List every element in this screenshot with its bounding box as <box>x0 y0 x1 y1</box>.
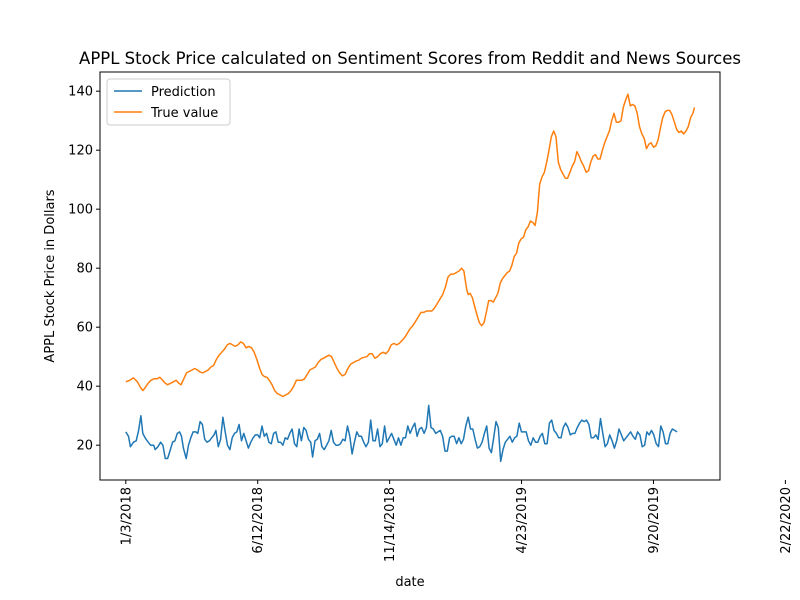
x-axis: 1/3/2018 6/12/2018 11/14/2018 4/23/2019 9/20… <box>119 480 794 562</box>
y-tick-label: 20 <box>76 439 93 454</box>
y-tick-label: 140 <box>68 85 93 100</box>
y-tick-label: 60 <box>76 321 93 336</box>
series-line-prediction <box>125 404 678 463</box>
plot-frame <box>99 71 721 481</box>
legend: Prediction True value <box>106 78 231 126</box>
y-axis-label: APPL Stock Price in Dollars <box>43 189 58 362</box>
series-layer <box>125 93 696 463</box>
legend-label-prediction: Prediction <box>151 85 216 100</box>
y-axis: 20 40 60 80 100 120 140 <box>68 85 100 454</box>
series-line-true-value <box>125 93 696 398</box>
x-axis-label: date <box>395 575 424 590</box>
x-tick-label: 2/22/2020 <box>779 487 794 554</box>
y-tick-label: 40 <box>76 380 93 395</box>
y-tick-label: 80 <box>76 262 93 277</box>
y-tick-label: 100 <box>68 203 93 218</box>
x-tick-label: 1/3/2018 <box>119 487 134 545</box>
y-tick-label: 120 <box>68 144 93 159</box>
x-tick-label: 4/23/2019 <box>515 487 530 554</box>
chart-title: APPL Stock Price calculated on Sentiment… <box>79 49 741 68</box>
x-tick-label: 11/14/2018 <box>383 487 398 562</box>
x-tick-label: 6/12/2018 <box>251 487 266 554</box>
x-tick-label: 9/20/2019 <box>647 487 662 554</box>
legend-label-true-value: True value <box>150 106 218 121</box>
